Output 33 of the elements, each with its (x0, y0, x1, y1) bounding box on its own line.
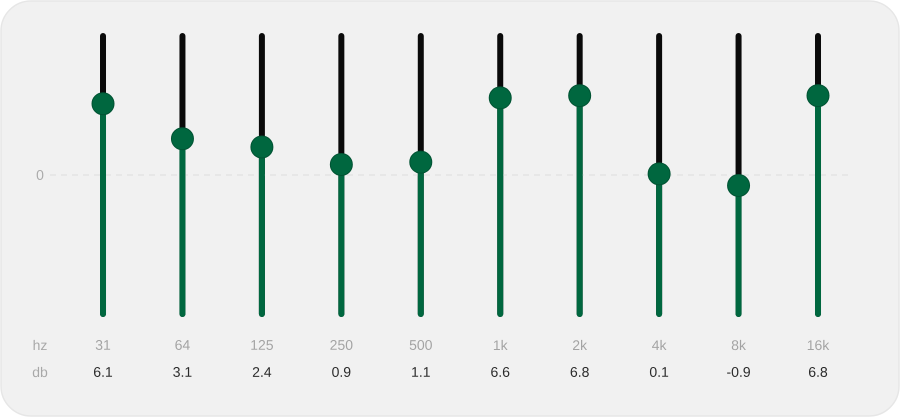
point (92, 92, 115, 116)
point (648, 162, 671, 186)
x-tick-label: 500 (410, 340, 432, 350)
y-axis-title: db (32, 366, 48, 378)
data-label: 1.1 (412, 367, 430, 377)
x-tick-label: 2k (572, 340, 588, 350)
data-label: 6.6 (491, 367, 510, 377)
point (806, 84, 830, 108)
point (170, 127, 194, 150)
point (568, 84, 592, 108)
point (727, 174, 750, 198)
x-tick-label: 1k (494, 340, 508, 350)
data-label: 3.1 (173, 367, 192, 377)
point (488, 86, 512, 110)
x-tick-label: 8k (732, 340, 746, 350)
ref-line-label: 0 (36, 170, 44, 180)
x-tick-label: 4k (652, 340, 667, 350)
data-label: 0.9 (332, 367, 350, 377)
point (330, 152, 353, 176)
data-label: -0.9 (727, 367, 750, 377)
point (250, 135, 274, 158)
x-tick-label: 250 (330, 340, 352, 350)
data-label: 2.4 (252, 367, 272, 377)
x-tick-label: 16k (808, 340, 830, 350)
x-tick-label: 125 (251, 340, 273, 350)
data-label: 6.1 (94, 367, 112, 377)
x-tick-label: 31 (96, 340, 110, 350)
data-label: 0.1 (650, 367, 668, 377)
x-axis-title: hz (34, 340, 47, 350)
x-tick-label: 64 (175, 340, 190, 350)
data-label: 6.8 (570, 367, 589, 377)
data-label: 6.8 (808, 367, 828, 377)
point (409, 150, 432, 174)
